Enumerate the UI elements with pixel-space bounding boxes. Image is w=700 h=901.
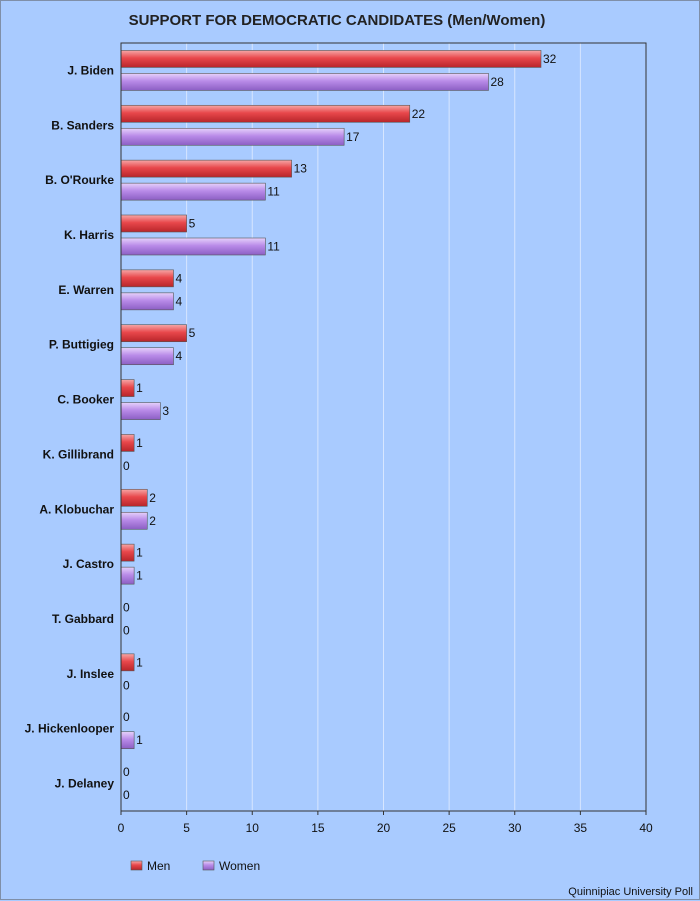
bar-women bbox=[120, 731, 135, 750]
value-label: 22 bbox=[412, 107, 426, 121]
value-label: 0 bbox=[123, 710, 130, 724]
category-label: E. Warren bbox=[58, 283, 114, 297]
bar-women bbox=[120, 566, 135, 585]
category-label: B. O'Rourke bbox=[45, 173, 114, 187]
x-tick-label: 5 bbox=[183, 821, 190, 835]
bar-men bbox=[120, 269, 174, 288]
value-label: 0 bbox=[123, 765, 130, 779]
value-label: 5 bbox=[189, 326, 196, 340]
bar-women bbox=[120, 237, 266, 256]
bar-women bbox=[120, 347, 174, 366]
bar-women bbox=[120, 73, 489, 91]
value-label: 2 bbox=[149, 491, 156, 505]
bar-men bbox=[120, 324, 187, 343]
category-label: J. Biden bbox=[67, 63, 114, 77]
x-tick-label: 25 bbox=[442, 821, 456, 835]
source-note: Quinnipiac University Poll bbox=[568, 886, 693, 898]
value-label: 32 bbox=[543, 52, 557, 66]
value-label: 1 bbox=[136, 546, 143, 560]
category-label: J. Castro bbox=[63, 557, 114, 571]
x-tick-label: 20 bbox=[377, 821, 391, 835]
category-label: J. Delaney bbox=[55, 777, 115, 791]
x-tick-label: 0 bbox=[118, 821, 125, 835]
bar-women bbox=[120, 127, 345, 146]
category-label: A. Klobuchar bbox=[39, 502, 114, 516]
category-label: K. Harris bbox=[64, 228, 114, 242]
value-label: 1 bbox=[136, 569, 143, 583]
category-label: T. Gabbard bbox=[52, 612, 114, 626]
bar-men bbox=[120, 653, 135, 672]
value-label: 11 bbox=[267, 185, 280, 199]
legend-label-women: Women bbox=[219, 859, 260, 873]
category-label: P. Buttigieg bbox=[49, 338, 114, 352]
value-label: 1 bbox=[136, 436, 143, 450]
value-label: 1 bbox=[136, 733, 143, 747]
value-label: 1 bbox=[136, 655, 143, 669]
value-label: 4 bbox=[176, 271, 183, 285]
category-label: K. Gillibrand bbox=[43, 447, 114, 461]
legend-swatch-women bbox=[202, 860, 215, 871]
value-label: 2 bbox=[149, 514, 156, 528]
value-label: 11 bbox=[267, 240, 280, 254]
legend-label-men: Men bbox=[147, 859, 170, 873]
bar-men bbox=[120, 104, 411, 123]
value-label: 0 bbox=[123, 459, 130, 473]
value-label: 0 bbox=[123, 788, 130, 802]
value-label: 28 bbox=[491, 75, 505, 89]
value-label: 0 bbox=[123, 601, 130, 615]
bar-men bbox=[120, 434, 135, 452]
x-tick-label: 10 bbox=[246, 821, 260, 835]
bar-men bbox=[120, 214, 187, 233]
bar-women bbox=[120, 182, 266, 201]
bar-men bbox=[120, 159, 292, 178]
value-label: 0 bbox=[123, 624, 130, 638]
value-label: 5 bbox=[189, 217, 196, 231]
category-label: C. Booker bbox=[57, 393, 114, 407]
value-label: 13 bbox=[294, 162, 308, 176]
legend-swatch-men bbox=[130, 860, 143, 871]
value-label: 3 bbox=[162, 404, 169, 418]
category-label: J. Hickenlooper bbox=[25, 722, 115, 736]
value-label: 0 bbox=[123, 678, 130, 692]
bar-women bbox=[120, 292, 174, 311]
bar-women bbox=[120, 511, 148, 530]
bar-women bbox=[120, 402, 161, 420]
bar-men bbox=[120, 379, 135, 397]
value-label: 1 bbox=[136, 381, 143, 395]
x-tick-label: 30 bbox=[508, 821, 522, 835]
bar-men bbox=[120, 543, 135, 562]
category-label: J. Inslee bbox=[67, 667, 115, 681]
x-tick-label: 15 bbox=[311, 821, 325, 835]
bar-men bbox=[120, 488, 148, 507]
x-tick-label: 35 bbox=[574, 821, 588, 835]
value-label: 4 bbox=[176, 294, 183, 308]
bar-men bbox=[120, 50, 542, 68]
value-label: 4 bbox=[176, 349, 183, 363]
value-label: 17 bbox=[346, 130, 360, 144]
x-tick-label: 40 bbox=[639, 821, 653, 835]
chart-title: SUPPORT FOR DEMOCRATIC CANDIDATES (Men/W… bbox=[129, 12, 546, 29]
category-label: B. Sanders bbox=[51, 118, 114, 132]
